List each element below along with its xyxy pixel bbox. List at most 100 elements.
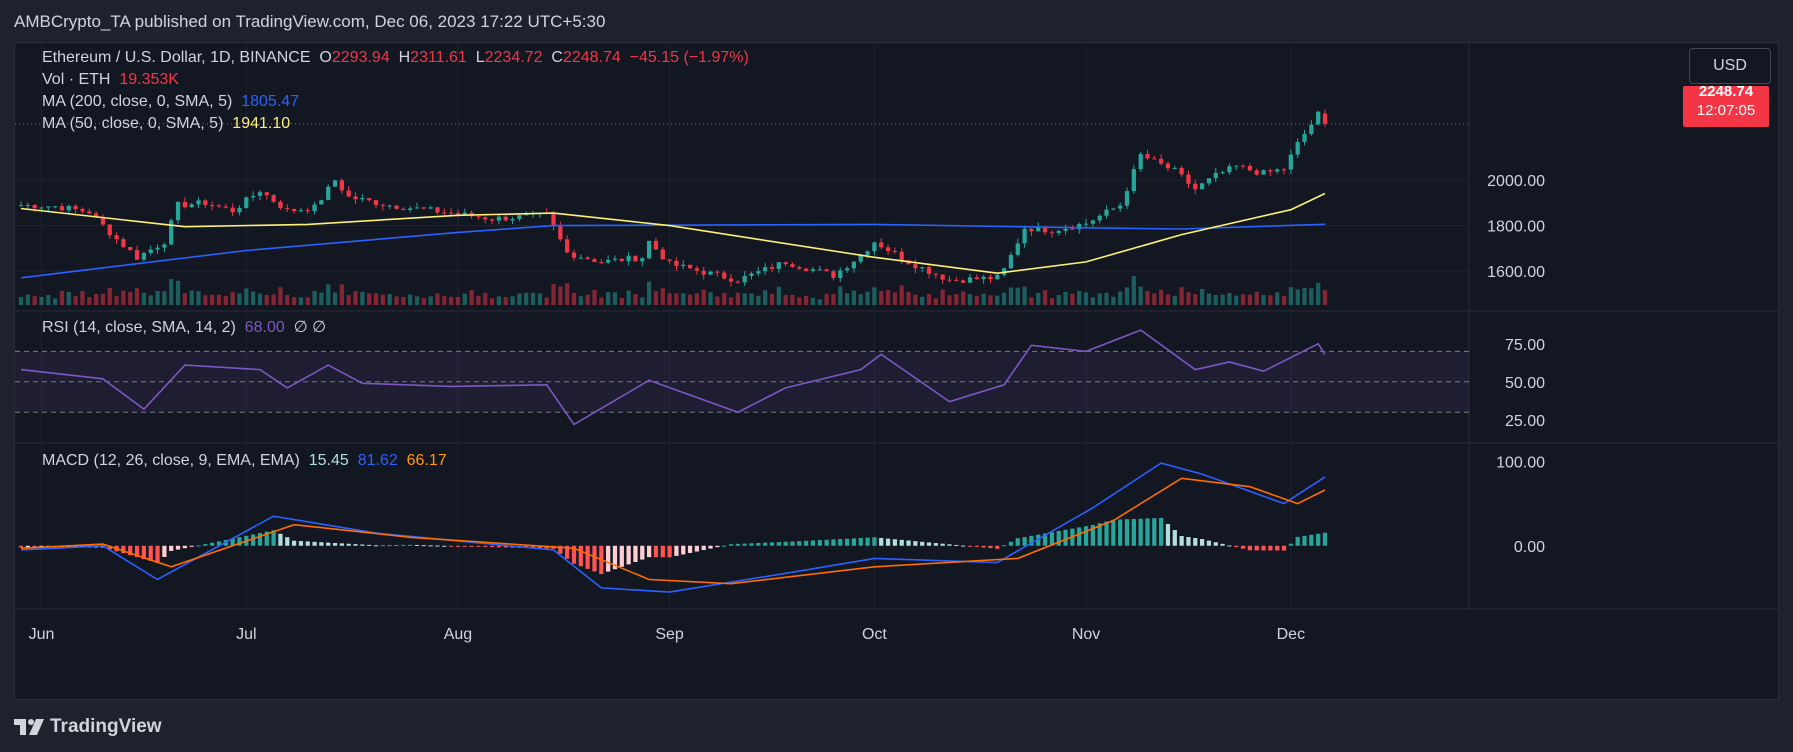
macd-histogram-bar — [578, 545, 583, 567]
candle-body — [701, 270, 706, 275]
candle-body — [196, 200, 201, 205]
candle-body — [1104, 209, 1109, 216]
macd-histogram-bar — [483, 545, 488, 547]
macd-histogram-bar — [797, 541, 802, 546]
tradingview-logo-icon — [14, 719, 44, 735]
candle-body — [1275, 169, 1280, 172]
candle-body — [1036, 226, 1041, 232]
macd-histogram-bar — [25, 545, 30, 548]
macd-histogram-bar — [530, 545, 536, 549]
volume-bar — [817, 299, 822, 305]
last-price-tag: 2248.74 12:07:05 — [1683, 86, 1769, 127]
rsi-label[interactable]: RSI (14, close, SMA, 14, 2) — [42, 319, 236, 336]
symbol-title[interactable]: Ethereum / U.S. Dollar, 1D, BINANCE — [42, 49, 311, 66]
candle-body — [489, 219, 495, 221]
candle-body — [448, 212, 454, 214]
candle-body — [32, 204, 37, 209]
macd-histogram-bar — [844, 538, 850, 546]
chart-frame[interactable]: Jun Jul Aug Sep Oct Nov Dec 1600.00 1800.00 2000.… — [14, 42, 1779, 700]
volume-bar — [824, 293, 829, 305]
candle-body — [681, 264, 686, 267]
macd-histogram-bar — [1186, 537, 1191, 546]
volume-bar — [169, 279, 174, 305]
macd-histogram-bar — [879, 537, 884, 546]
candle-body — [1302, 134, 1307, 142]
macd-histogram-bar — [899, 539, 904, 546]
macd-histogram-bar — [1247, 545, 1253, 551]
candle-body — [114, 235, 119, 240]
candle-body — [728, 278, 734, 282]
price-tick-label: 1600.00 — [1487, 264, 1545, 281]
candle-body — [1152, 158, 1157, 160]
volume-bar — [1049, 298, 1055, 305]
candle-body — [585, 257, 590, 260]
candle-body — [961, 280, 966, 283]
macd-histogram-bar — [435, 545, 440, 547]
chart-canvas[interactable]: Jun Jul Aug Sep Oct Nov Dec 1600.00 1800.00 2000.… — [15, 43, 1778, 699]
volume-bar — [1172, 295, 1177, 305]
candle-body — [926, 267, 932, 274]
macd-histogram-bar — [462, 545, 467, 547]
volume-label[interactable]: Vol · ETH — [42, 71, 111, 88]
macd-histogram-bar — [380, 545, 385, 547]
legend-symbol-row: Ethereum / U.S. Dollar, 1D, BINANCE O229… — [42, 49, 749, 67]
candle-body — [844, 268, 850, 271]
currency-button[interactable]: USD — [1689, 48, 1771, 84]
ma200-label[interactable]: MA (200, close, 0, SMA, 5) — [42, 93, 233, 110]
candle-body — [885, 247, 891, 252]
macd-histogram-bar — [1002, 545, 1007, 547]
volume-bar — [517, 293, 522, 305]
macd-label[interactable]: MACD (12, 26, close, 9, EMA, EMA) — [42, 452, 300, 469]
macd-histogram-bar — [1056, 531, 1061, 546]
candle-body — [80, 209, 85, 212]
ma200-line — [20, 223, 1326, 279]
candle-body — [155, 247, 160, 250]
volume-bar — [865, 291, 870, 305]
volume-bar — [216, 294, 222, 305]
macd-histogram-bar — [592, 545, 597, 572]
candle-body — [524, 214, 529, 216]
candle-body — [913, 264, 918, 269]
macd-histogram-bar — [783, 541, 788, 546]
macd-histogram-bar — [141, 545, 147, 560]
candle-body — [831, 271, 836, 278]
volume-bar — [913, 294, 918, 305]
volume-bar — [305, 297, 310, 305]
candle-body — [1281, 169, 1287, 171]
macd-histogram-bar — [1159, 517, 1164, 546]
macd-histogram-bar — [926, 542, 932, 546]
candle-body — [1227, 166, 1232, 173]
ma50-label[interactable]: MA (50, close, 0, SMA, 5) — [42, 115, 224, 132]
candle-body — [769, 267, 775, 269]
macd-histogram-bar — [735, 543, 740, 546]
macd-histogram-bar — [1138, 518, 1143, 546]
volume-bar — [906, 291, 911, 305]
volume-bar — [421, 297, 426, 305]
volume-bar — [619, 297, 624, 305]
tradingview-logo[interactable]: TradingView — [14, 716, 162, 738]
macd-histogram-bar — [1220, 543, 1225, 546]
candle-body — [1254, 170, 1259, 175]
candle-body — [1083, 223, 1089, 225]
volume-bar — [1002, 292, 1007, 305]
volume-bar — [763, 290, 768, 305]
volume-bar — [544, 297, 549, 305]
legend-rsi-row: RSI (14, close, SMA, 14, 2) 68.00 ∅ ∅ — [42, 317, 326, 337]
volume-bar — [189, 290, 194, 305]
candle-body — [804, 268, 809, 271]
volume-bar — [1220, 294, 1225, 305]
volume-bar — [414, 296, 420, 305]
candle-body — [1172, 167, 1177, 169]
volume-bar — [462, 293, 467, 305]
candle-body — [1056, 230, 1061, 234]
macd-histogram-bar — [230, 538, 235, 546]
volume-bar — [59, 290, 65, 305]
macd-histogram-bar — [1097, 523, 1102, 546]
volume-bar — [756, 295, 761, 305]
candle-body — [933, 273, 938, 275]
macd-histogram-bar — [1254, 545, 1259, 551]
volume-bar — [114, 296, 119, 305]
volume-bar — [804, 295, 809, 305]
volume-bar — [1193, 294, 1198, 305]
volume-bar — [640, 297, 645, 305]
